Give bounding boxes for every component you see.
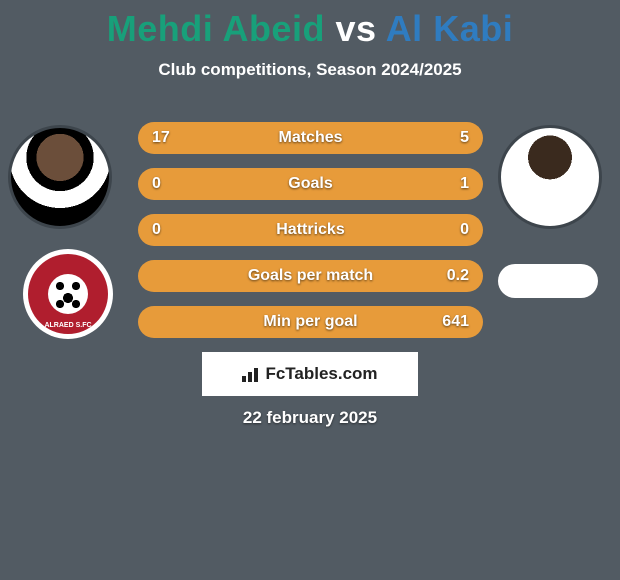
stat-label: Matches xyxy=(138,129,483,147)
stat-row-goals-per-match: Goals per match 0.2 xyxy=(138,260,483,292)
left-avatars: ALRAED S.FC xyxy=(8,125,113,339)
player2-name: Al Kabi xyxy=(386,8,514,49)
player1-club-badge: ALRAED S.FC xyxy=(23,249,113,339)
stat-row-hattricks: 0 Hattricks 0 xyxy=(138,214,483,246)
subtitle: Club competitions, Season 2024/2025 xyxy=(0,60,620,80)
stat-row-min-per-goal: Min per goal 641 xyxy=(138,306,483,338)
football-icon xyxy=(48,274,88,314)
stat-label: Min per goal xyxy=(138,313,483,331)
stat-right-value: 641 xyxy=(442,313,469,331)
date-text: 22 february 2025 xyxy=(0,408,620,428)
player2-avatar xyxy=(498,125,602,229)
attribution[interactable]: FcTables.com xyxy=(202,352,418,396)
stat-label: Hattricks xyxy=(138,221,483,239)
comparison-card: Mehdi Abeid vs Al Kabi Club competitions… xyxy=(0,0,620,580)
stat-row-matches: 17 Matches 5 xyxy=(138,122,483,154)
stat-label: Goals xyxy=(138,175,483,193)
right-avatars xyxy=(498,125,602,298)
stat-right-value: 5 xyxy=(460,129,469,147)
stat-label: Goals per match xyxy=(138,267,483,285)
player1-avatar xyxy=(8,125,112,229)
bar-chart-icon xyxy=(242,366,260,382)
stat-right-value: 0.2 xyxy=(447,267,469,285)
stat-right-value: 1 xyxy=(460,175,469,193)
stat-row-goals: 0 Goals 1 xyxy=(138,168,483,200)
player1-name: Mehdi Abeid xyxy=(107,8,325,49)
vs-text: vs xyxy=(335,8,376,49)
stats-bars: 17 Matches 5 0 Goals 1 0 Hattricks 0 Goa… xyxy=(138,122,483,352)
player2-club-badge xyxy=(498,264,598,298)
stat-right-value: 0 xyxy=(460,221,469,239)
attribution-text: FcTables.com xyxy=(265,364,377,384)
club-badge-text: ALRAED S.FC xyxy=(23,322,113,329)
page-title: Mehdi Abeid vs Al Kabi xyxy=(0,0,620,50)
